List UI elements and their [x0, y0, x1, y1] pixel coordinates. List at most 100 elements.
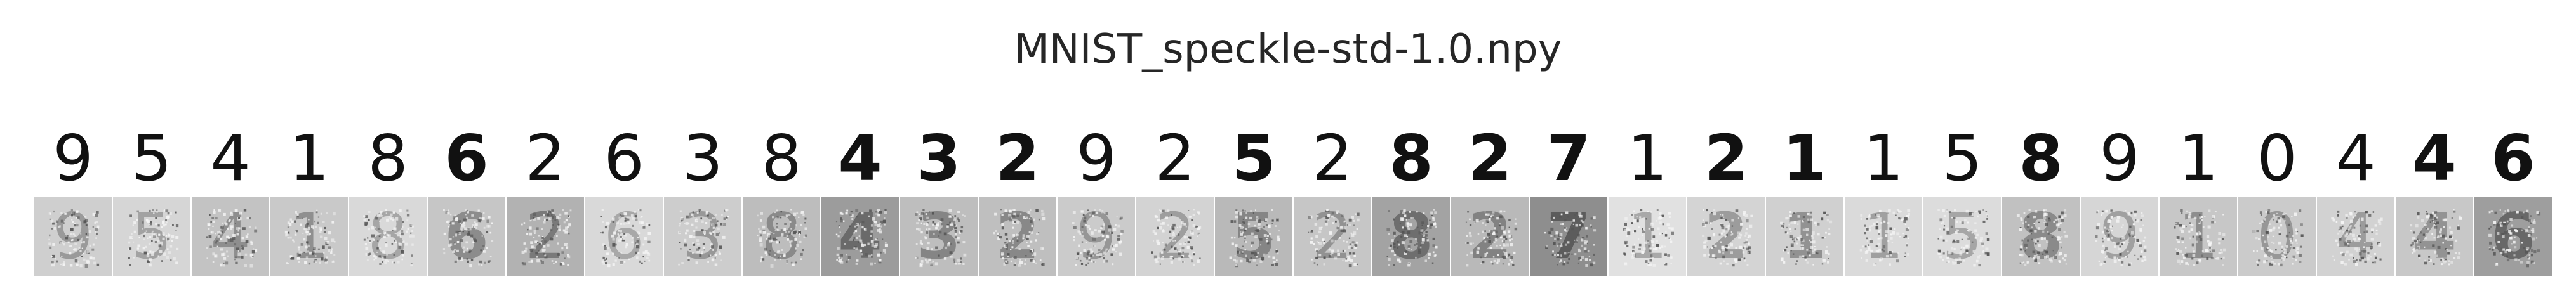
speckle-fleck	[1156, 239, 1160, 243]
speckle-fleck	[681, 219, 683, 222]
speckle-fleck	[2443, 226, 2445, 228]
speckle-fleck	[74, 259, 78, 263]
speckle-fleck	[1429, 226, 1432, 229]
speckle-fleck	[304, 228, 307, 231]
speckle-fleck	[1812, 250, 1816, 254]
speckle-fleck	[1095, 211, 1099, 214]
speckle-fleck	[1103, 251, 1107, 255]
speckle-noisy-digit-tile: 1	[2160, 197, 2237, 276]
speckle-fleck	[2034, 259, 2038, 262]
speckle-fleck	[1894, 228, 1896, 230]
speckle-fleck	[685, 232, 687, 235]
speckle-fleck	[242, 247, 244, 249]
speckle-fleck	[960, 226, 964, 229]
speckle-fleck	[2033, 257, 2035, 259]
speckle-fleck	[1185, 225, 1188, 228]
speckle-fleck	[634, 211, 636, 213]
speckle-noisy-digit-tile: 1	[1845, 197, 1922, 276]
speckle-fleck	[1790, 221, 1793, 224]
speckle-fleck	[1636, 219, 1639, 223]
speckle-fleck	[542, 236, 544, 238]
speckle-fleck	[1955, 241, 1956, 243]
speckle-fleck	[1567, 241, 1570, 244]
clean-digit: 5	[1232, 121, 1276, 195]
speckle-fleck	[2421, 219, 2424, 222]
speckle-fleck	[1432, 237, 1435, 240]
speckle-fleck	[1509, 239, 1511, 242]
speckle-noise-overlay	[1859, 209, 1911, 266]
speckle-fleck	[2261, 220, 2264, 223]
speckle-fleck	[2528, 227, 2530, 230]
speckle-fleck	[1906, 242, 1908, 245]
speckle-fleck	[1316, 215, 1319, 217]
speckle-fleck	[1188, 238, 1190, 240]
speckle-fleck	[365, 252, 369, 256]
speckle-fleck	[2118, 247, 2121, 250]
speckle-fleck	[771, 239, 774, 242]
speckle-fleck	[313, 261, 315, 263]
speckle-fleck	[72, 249, 75, 251]
speckle-fleck	[2350, 220, 2353, 223]
speckle-noisy-digit-tile: 2	[1687, 197, 1765, 276]
speckle-fleck	[1551, 221, 1553, 223]
speckle-fleck	[1827, 261, 1829, 264]
speckle-fleck	[1088, 258, 1091, 261]
speckle-fleck	[292, 239, 294, 242]
speckle-fleck	[542, 245, 546, 248]
speckle-fleck	[1032, 259, 1035, 263]
speckle-fleck	[1721, 245, 1725, 249]
speckle-fleck	[2417, 212, 2420, 216]
speckle-fleck	[1640, 209, 1643, 212]
speckle-fleck	[1244, 249, 1247, 251]
speckle-fleck	[1584, 258, 1588, 261]
speckle-fleck	[2186, 210, 2188, 212]
speckle-fleck	[957, 217, 959, 221]
speckle-fleck	[804, 222, 806, 224]
speckle-fleck	[2113, 245, 2116, 248]
speckle-fleck	[2176, 252, 2179, 255]
speckle-fleck	[1905, 215, 1908, 217]
clean-digit-tile: 2	[507, 119, 584, 198]
speckle-fleck	[1277, 252, 1279, 255]
speckle-fleck	[237, 230, 240, 232]
speckle-fleck	[296, 216, 299, 218]
speckle-fleck	[1094, 209, 1096, 212]
speckle-fleck	[401, 258, 403, 261]
speckle-fleck	[1781, 225, 1784, 228]
speckle-fleck	[698, 209, 701, 211]
speckle-fleck	[1484, 253, 1487, 256]
speckle-fleck	[1275, 250, 1278, 253]
speckle-fleck	[835, 233, 838, 236]
speckle-fleck	[544, 249, 546, 251]
speckle-fleck	[1946, 231, 1950, 235]
speckle-fleck	[1982, 220, 1986, 223]
clean-digit-tile: 4	[192, 119, 269, 198]
speckle-fleck	[154, 233, 157, 236]
speckle-fleck	[2368, 255, 2370, 257]
speckle-fleck	[765, 254, 767, 256]
speckle-fleck	[853, 232, 855, 234]
speckle-fleck	[1553, 216, 1555, 219]
speckle-fleck	[1564, 228, 1566, 231]
speckle-fleck	[307, 250, 309, 253]
speckle-fleck	[1971, 241, 1974, 243]
speckle-fleck	[1093, 245, 1096, 247]
speckle-fleck	[1787, 252, 1789, 254]
speckle-fleck	[1230, 236, 1233, 239]
speckle-fleck	[206, 236, 208, 238]
speckle-fleck	[1793, 212, 1795, 214]
speckle-fleck	[364, 243, 367, 245]
speckle-fleck	[1939, 235, 1943, 239]
speckle-fleck	[1401, 230, 1405, 234]
speckle-fleck	[2442, 242, 2444, 244]
speckle-fleck	[2501, 233, 2504, 236]
noisy-digit: 8	[2019, 199, 2063, 273]
speckle-fleck	[1737, 258, 1741, 261]
speckle-fleck	[1199, 257, 1201, 259]
speckle-fleck	[999, 236, 1002, 239]
speckle-fleck	[1507, 256, 1510, 257]
speckle-fleck	[1780, 259, 1783, 262]
speckle-fleck	[1590, 217, 1593, 220]
speckle-fleck	[373, 238, 375, 241]
speckle-fleck	[1101, 209, 1104, 212]
